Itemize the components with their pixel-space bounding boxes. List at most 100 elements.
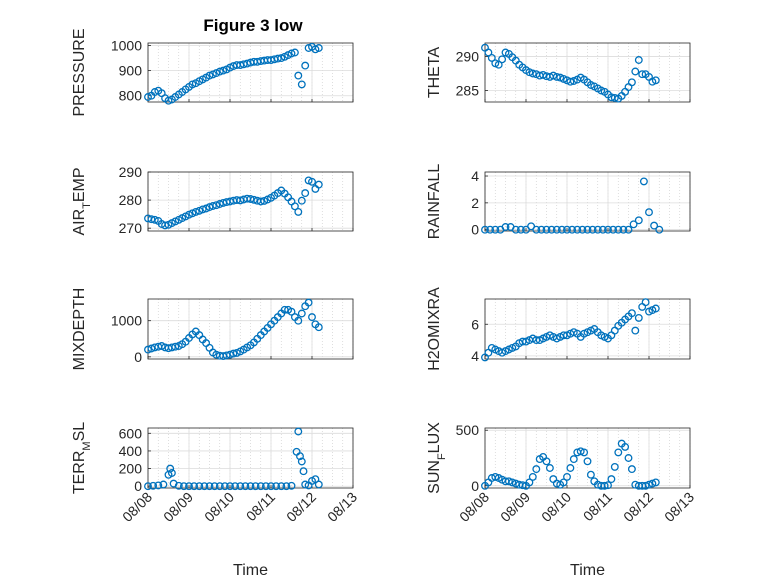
- subplot-pressure: 800 900 1000 PRESSURE: [71, 28, 354, 117]
- data-point: [498, 55, 507, 64]
- axes-box: [147, 427, 354, 489]
- data-point: [600, 481, 609, 490]
- y-tick-label: 0: [471, 478, 479, 494]
- data-point: [190, 482, 199, 491]
- plot-area: [485, 43, 690, 102]
- data-point: [195, 482, 204, 491]
- subplot-theta: 285 290 THETA: [426, 42, 691, 103]
- data-point: [576, 447, 585, 456]
- y-axis-label: SUNFLUX: [426, 422, 448, 494]
- data-point: [566, 77, 575, 86]
- y-tick-label: 0: [134, 478, 142, 494]
- data-point: [568, 225, 577, 234]
- data-point: [563, 472, 571, 481]
- data-point: [171, 342, 180, 351]
- data-point: [569, 455, 578, 464]
- data-point: [314, 323, 323, 332]
- data-point: [593, 225, 602, 234]
- data-point: [215, 482, 224, 491]
- y-tick-label: 2: [471, 195, 479, 211]
- data-point: [528, 69, 537, 78]
- data-point: [185, 482, 193, 491]
- data-point: [537, 225, 546, 234]
- data-point: [525, 478, 534, 487]
- data-point: [516, 225, 525, 234]
- data-point: [308, 177, 316, 186]
- data-point: [552, 72, 561, 81]
- subplot-rainfall: 0 2 4 RAINFALL: [426, 164, 691, 239]
- data-point: [545, 464, 554, 472]
- data-point: [256, 197, 265, 206]
- y-axis-label: TERRMSL: [71, 422, 93, 494]
- data-point: [627, 309, 636, 318]
- data-point: [261, 482, 270, 491]
- data-point: [167, 469, 176, 477]
- axes-box: [147, 298, 354, 360]
- plot-area: [485, 172, 690, 231]
- data-point: [586, 470, 595, 479]
- data-point: [251, 482, 260, 491]
- data-point: [621, 442, 630, 451]
- data-point: [144, 345, 152, 354]
- data-point: [627, 465, 636, 474]
- y-tick-label: 4: [471, 348, 479, 364]
- data-point: [614, 225, 623, 234]
- data-point: [484, 48, 493, 57]
- y-tick-label: 1000: [111, 38, 142, 54]
- data-point: [294, 71, 303, 80]
- y-tick-label: 280: [119, 192, 143, 208]
- data-point: [607, 475, 616, 484]
- data-point: [645, 208, 653, 217]
- data-point: [624, 225, 633, 234]
- data-point: [580, 448, 589, 457]
- data-point: [559, 478, 568, 487]
- data-point: [231, 482, 240, 491]
- data-point: [198, 205, 207, 214]
- data-point: [491, 225, 500, 234]
- data-point: [563, 225, 571, 234]
- data-point: [610, 462, 619, 471]
- y-tick-label: 6: [471, 316, 479, 332]
- data-point: [150, 215, 159, 224]
- y-tick-label: 0: [471, 222, 479, 238]
- data-point: [208, 202, 217, 210]
- figure-title: Figure 3 low: [203, 16, 303, 35]
- data-point: [188, 80, 197, 89]
- data-point: [624, 454, 633, 462]
- data-point: [609, 225, 618, 234]
- data-point: [297, 309, 306, 318]
- data-point: [638, 70, 647, 79]
- data-point: [301, 480, 310, 489]
- data-point: [573, 225, 582, 234]
- axes-box: [147, 171, 354, 232]
- data-point: [297, 80, 306, 89]
- data-point: [651, 478, 660, 487]
- data-point: [256, 482, 265, 491]
- data-point: [610, 93, 619, 102]
- data-point: [249, 195, 258, 204]
- data-point: [205, 203, 214, 212]
- y-tick-label: 290: [119, 164, 143, 180]
- data-point: [290, 202, 299, 211]
- data-point: [294, 207, 303, 216]
- data-point: [215, 67, 224, 76]
- data-point: [166, 464, 175, 473]
- data-point: [641, 481, 650, 490]
- data-point: [578, 225, 587, 234]
- data-point: [547, 225, 556, 234]
- subplot-mixdepth: 0 1000 MIXDEPTH: [71, 288, 354, 370]
- data-point: [290, 48, 299, 57]
- data-point: [219, 66, 228, 75]
- subplot-h2omixra: 4 6 H2OMIXRA: [426, 287, 691, 371]
- data-point: [511, 225, 520, 234]
- data-point: [486, 225, 495, 234]
- data-point: [314, 480, 323, 489]
- axes-box: [484, 427, 691, 489]
- data-point: [267, 482, 275, 491]
- data-point: [604, 481, 612, 490]
- data-point: [280, 305, 289, 314]
- data-point: [304, 298, 313, 307]
- y-tick-label: 500: [456, 422, 480, 438]
- data-point: [552, 225, 561, 234]
- data-point: [583, 225, 592, 234]
